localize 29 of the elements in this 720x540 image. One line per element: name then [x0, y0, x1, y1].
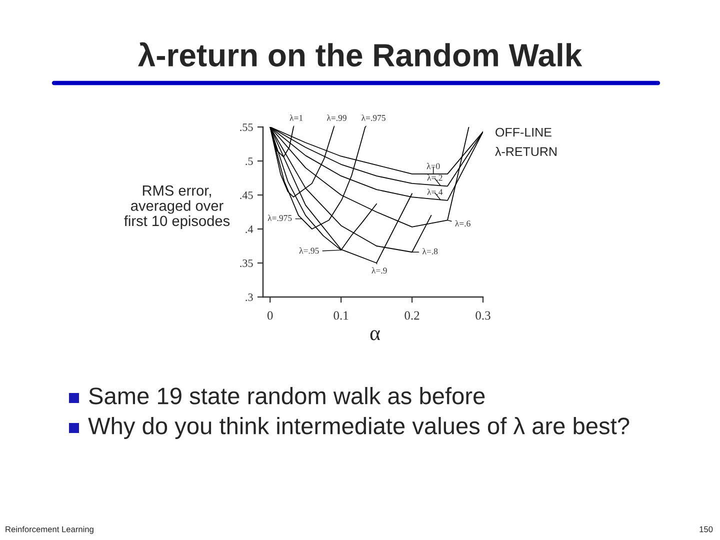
text: Same 19 state random walk as before	[89, 386, 485, 404]
y-tick-label: .45	[240, 192, 253, 200]
y-tick-label: .4	[246, 226, 254, 234]
x-tick-label: 0.3	[476, 311, 490, 320]
y-tick-label: .55	[240, 124, 253, 132]
y-tick-label: .35	[240, 259, 253, 268]
x-tick-label: 0.2	[404, 311, 420, 320]
annotation: λ=.6	[455, 220, 470, 227]
annotation: λ=.2	[427, 174, 442, 181]
annotation: λ=.9	[372, 267, 387, 274]
y-tick-label: .5	[246, 158, 253, 166]
x-tick-label: 0	[267, 311, 273, 320]
x-tick-label: 0.1	[334, 311, 348, 320]
annotation: λ=.95	[299, 247, 319, 254]
text: Reinforcement Learning	[6, 526, 94, 534]
annotation: λ=.99	[326, 114, 346, 121]
annotation: λ=1	[290, 114, 303, 121]
annotation: λ=.975	[362, 114, 386, 121]
annotation: λ=.4	[427, 188, 443, 196]
annotation: λ=.975	[268, 214, 292, 222]
chart-title: λ-return on the Random Walk	[138, 42, 582, 67]
text: 150	[700, 526, 713, 532]
text: OFF-LINE λ-RETURN	[495, 128, 556, 156]
annotation: λ=0	[426, 162, 440, 170]
text: Why do you think intermediate values of λ are best?	[88, 416, 630, 440]
x-axis-title: α	[370, 330, 380, 340]
y-axis-title: RMS error, averaged over first 10 episodes	[124, 185, 230, 229]
y-tick-label: .3	[246, 293, 253, 302]
annotation: λ=.8	[422, 248, 438, 254]
